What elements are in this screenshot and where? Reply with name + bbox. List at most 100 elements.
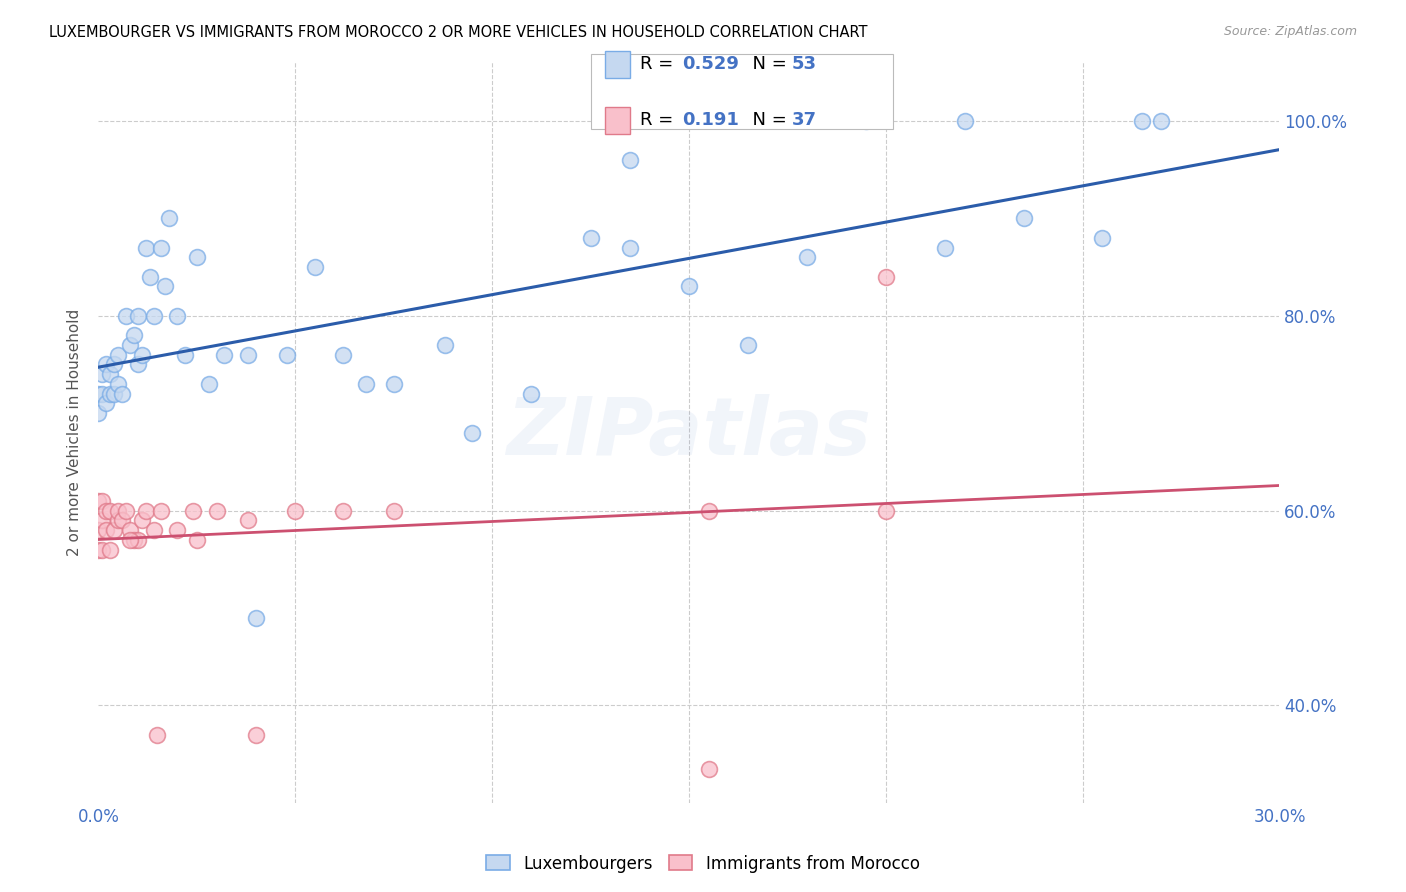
Text: LUXEMBOURGER VS IMMIGRANTS FROM MOROCCO 2 OR MORE VEHICLES IN HOUSEHOLD CORRELAT: LUXEMBOURGER VS IMMIGRANTS FROM MOROCCO …	[49, 25, 868, 40]
Point	[103, 386, 125, 401]
Point	[150, 503, 173, 517]
Point	[332, 503, 354, 517]
Point	[520, 386, 543, 401]
Point	[111, 386, 134, 401]
Point	[276, 348, 298, 362]
Point	[579, 231, 602, 245]
Point	[142, 309, 165, 323]
Text: R =: R =	[640, 112, 685, 129]
Point	[174, 348, 197, 362]
Point	[245, 610, 267, 624]
Point	[678, 279, 700, 293]
Point	[197, 376, 219, 391]
Point	[98, 542, 121, 557]
Point	[107, 348, 129, 362]
Point	[96, 503, 118, 517]
Text: R =: R =	[640, 55, 679, 73]
Legend: Luxembourgers, Immigrants from Morocco: Luxembourgers, Immigrants from Morocco	[479, 848, 927, 880]
Point	[284, 503, 307, 517]
Point	[332, 348, 354, 362]
Point	[91, 386, 114, 401]
Point	[737, 338, 759, 352]
Point	[118, 338, 141, 352]
Point	[1130, 114, 1153, 128]
Point	[953, 114, 976, 128]
Point	[382, 376, 405, 391]
Point	[98, 367, 121, 381]
Point	[142, 523, 165, 537]
Point	[796, 250, 818, 264]
Point	[697, 762, 720, 776]
Point	[87, 493, 110, 508]
Point	[205, 503, 228, 517]
Point	[1091, 231, 1114, 245]
Point	[131, 513, 153, 527]
Point	[619, 153, 641, 167]
Point	[127, 533, 149, 547]
Point	[697, 503, 720, 517]
Point	[87, 523, 110, 537]
Y-axis label: 2 or more Vehicles in Household: 2 or more Vehicles in Household	[67, 309, 83, 557]
Point	[1150, 114, 1173, 128]
Point	[131, 348, 153, 362]
Point	[115, 503, 138, 517]
Point	[103, 358, 125, 372]
Point	[87, 542, 110, 557]
Point	[245, 728, 267, 742]
Point	[186, 533, 208, 547]
Point	[103, 523, 125, 537]
Point	[304, 260, 326, 274]
Point	[96, 358, 118, 372]
Point	[107, 503, 129, 517]
Point	[96, 396, 118, 410]
Point	[138, 269, 160, 284]
Point	[875, 503, 897, 517]
Text: 37: 37	[792, 112, 817, 129]
Text: ZIPatlas: ZIPatlas	[506, 393, 872, 472]
Point	[166, 309, 188, 323]
Point	[236, 513, 259, 527]
Point	[107, 513, 129, 527]
Point	[107, 376, 129, 391]
Point	[461, 425, 484, 440]
Point	[127, 358, 149, 372]
Point	[91, 513, 114, 527]
Text: N =: N =	[741, 55, 793, 73]
Point	[150, 240, 173, 255]
Point	[934, 240, 956, 255]
Point	[135, 240, 157, 255]
Point	[166, 523, 188, 537]
Point	[236, 348, 259, 362]
Point	[118, 523, 141, 537]
Point	[433, 338, 456, 352]
Point	[122, 533, 145, 547]
Point	[98, 503, 121, 517]
Point	[98, 386, 121, 401]
Point	[1012, 211, 1035, 226]
Point	[91, 367, 114, 381]
Point	[118, 533, 141, 547]
Point	[619, 240, 641, 255]
Text: N =: N =	[741, 112, 793, 129]
Point	[214, 348, 236, 362]
Point	[157, 211, 180, 226]
Point	[91, 542, 114, 557]
Point	[186, 250, 208, 264]
Point	[91, 493, 114, 508]
Point	[382, 503, 405, 517]
Point	[855, 114, 877, 128]
Point	[111, 513, 134, 527]
Point	[155, 279, 177, 293]
Point	[96, 523, 118, 537]
Text: 53: 53	[792, 55, 817, 73]
Text: Source: ZipAtlas.com: Source: ZipAtlas.com	[1223, 25, 1357, 38]
Point	[127, 309, 149, 323]
Point	[354, 376, 377, 391]
Point	[122, 328, 145, 343]
Point	[87, 406, 110, 420]
Point	[87, 386, 110, 401]
Point	[135, 503, 157, 517]
Point	[181, 503, 204, 517]
Text: 0.191: 0.191	[682, 112, 738, 129]
Point	[115, 309, 138, 323]
